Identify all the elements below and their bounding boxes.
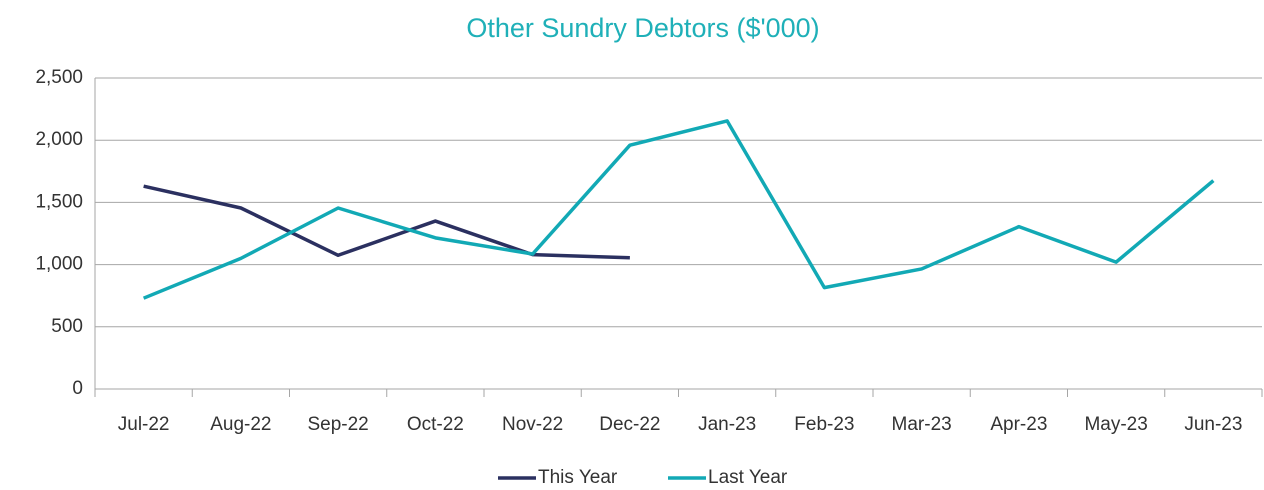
legend-label: Last Year	[708, 467, 788, 488]
legend-label: This Year	[538, 467, 618, 488]
x-tick-label: Jun-23	[1184, 414, 1242, 435]
line-series	[142, 119, 1215, 300]
y-tick-label: 0	[72, 378, 83, 399]
x-tick-label: Apr-23	[990, 414, 1047, 435]
y-tick-label: 2,000	[35, 129, 83, 150]
x-tick-label: Dec-22	[599, 414, 660, 435]
x-tick-label: Jan-23	[698, 414, 756, 435]
x-tick-label: Jul-22	[118, 414, 170, 435]
x-tick-label: Feb-23	[794, 414, 854, 435]
x-tick-label: Sep-22	[307, 414, 368, 435]
x-tick-label: May-23	[1084, 414, 1147, 435]
chart-title: Other Sundry Debtors ($'000)	[466, 13, 819, 43]
y-tick-label: 2,500	[35, 67, 83, 88]
x-tick-label: Oct-22	[407, 414, 464, 435]
x-tick-label: Nov-22	[502, 414, 563, 435]
x-tick-label: Aug-22	[210, 414, 271, 435]
line-series	[143, 184, 630, 260]
y-tick-label: 1,500	[35, 191, 83, 212]
y-tick-label: 500	[51, 316, 83, 337]
x-tick-label: Mar-23	[892, 414, 952, 435]
y-tick-label: 1,000	[35, 254, 83, 275]
